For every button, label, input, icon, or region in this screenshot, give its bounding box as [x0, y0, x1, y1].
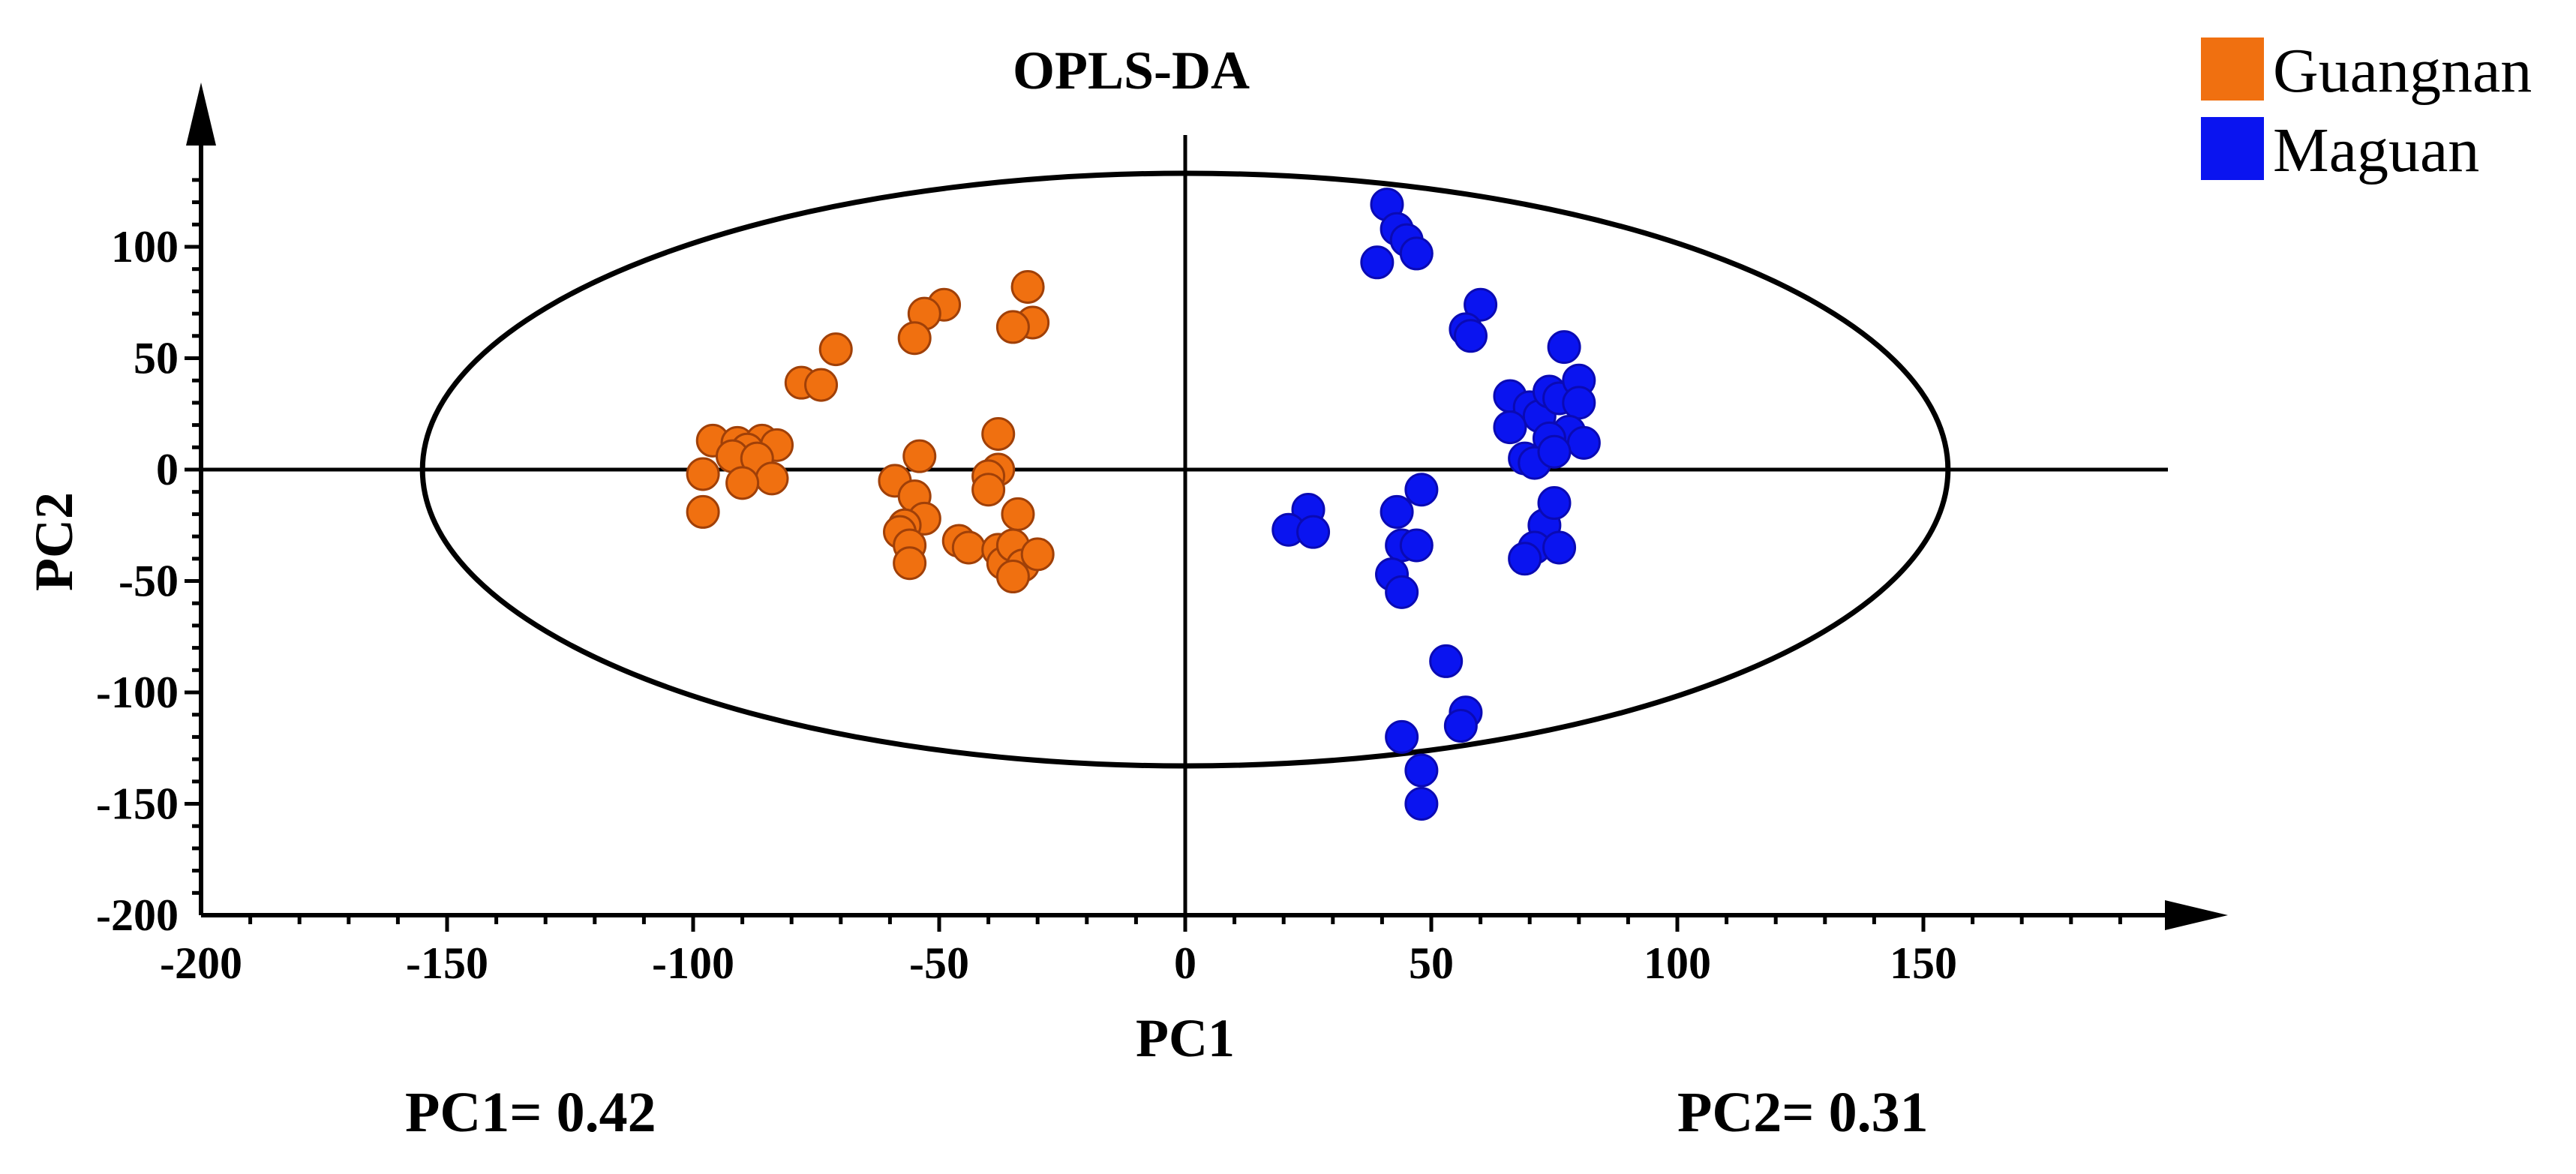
data-point-maguan	[1464, 287, 1498, 322]
data-point-maguan	[1380, 494, 1414, 529]
x-tick-label: 100	[1644, 938, 1711, 988]
data-point-guangnan	[902, 439, 937, 473]
data-point-maguan	[1360, 245, 1395, 280]
data-point-maguan	[1385, 719, 1419, 754]
data-point-maguan	[1562, 386, 1596, 420]
data-point-maguan	[1404, 473, 1439, 507]
data-point-guangnan	[1001, 497, 1035, 531]
data-point-maguan	[1399, 236, 1434, 271]
data-point-maguan	[1296, 515, 1331, 549]
y-tick-label: 100	[111, 222, 179, 272]
data-point-maguan	[1537, 486, 1572, 521]
data-point-maguan	[1566, 425, 1601, 460]
chart-title: OPLS-DA	[1013, 41, 1250, 101]
data-point-maguan	[1385, 575, 1419, 609]
y-tick-label: 0	[156, 445, 179, 494]
x-tick-label: -100	[652, 938, 734, 988]
data-point-maguan	[1547, 330, 1581, 365]
data-point-maguan	[1404, 787, 1439, 821]
data-point-guangnan	[995, 560, 1030, 594]
data-point-maguan	[1508, 542, 1542, 576]
data-point-guangnan	[686, 457, 720, 491]
data-point-guangnan	[755, 461, 789, 496]
x-tick-label: 150	[1890, 938, 1957, 988]
data-point-guangnan	[1020, 537, 1055, 572]
x-tick-label: -150	[406, 938, 488, 988]
pc1-annotation: PC1= 0.42	[405, 1081, 656, 1144]
data-point-maguan	[1542, 530, 1577, 565]
x-axis-label: PC1	[1136, 1008, 1235, 1068]
y-tick-label: -100	[96, 668, 179, 717]
x-tick-label: -50	[909, 938, 969, 988]
y-axis-label: PC2	[24, 492, 84, 591]
data-point-guangnan	[725, 466, 760, 500]
data-point-maguan	[1537, 434, 1572, 469]
data-point-guangnan	[818, 332, 853, 367]
data-point-maguan	[1404, 753, 1439, 788]
x-tick-label: 50	[1409, 938, 1454, 988]
y-tick-label: -150	[96, 779, 179, 829]
data-point-guangnan	[804, 368, 839, 402]
y-tick-label: -50	[119, 557, 179, 606]
y-tick-label: 50	[134, 334, 179, 383]
data-point-maguan	[1493, 410, 1527, 445]
data-point-maguan	[1453, 319, 1488, 353]
data-point-guangnan	[686, 494, 720, 529]
y-axis-arrow	[186, 83, 216, 146]
legend-label-maguan: Maguan	[2273, 116, 2479, 185]
data-point-guangnan	[981, 416, 1016, 451]
data-point-maguan	[1443, 709, 1478, 743]
data-point-guangnan	[971, 473, 1006, 507]
data-point-maguan	[1429, 644, 1464, 678]
y-tick-label: -200	[96, 890, 179, 940]
legend-swatch-guangnan	[2201, 38, 2264, 101]
data-point-guangnan	[951, 530, 986, 565]
x-tick-label: -200	[160, 938, 242, 988]
legend: Guangnan Maguan	[2201, 36, 2532, 185]
x-axis-arrow	[2165, 900, 2228, 930]
data-point-guangnan	[995, 310, 1030, 344]
pc2-annotation: PC2= 0.31	[1677, 1081, 1929, 1144]
legend-label-guangnan: Guangnan	[2273, 36, 2532, 106]
data-point-guangnan	[893, 546, 927, 581]
confidence-ellipse	[419, 170, 1951, 769]
legend-swatch-maguan	[2201, 117, 2264, 180]
data-point-maguan	[1399, 528, 1434, 563]
x-tick-label: 0	[1174, 938, 1196, 988]
data-point-guangnan	[897, 321, 932, 356]
data-point-guangnan	[1010, 269, 1045, 304]
plot-area: -200 -150 -100 -50 0 50 100 150 -200 -150 -100 -50 0…	[96, 83, 2228, 988]
